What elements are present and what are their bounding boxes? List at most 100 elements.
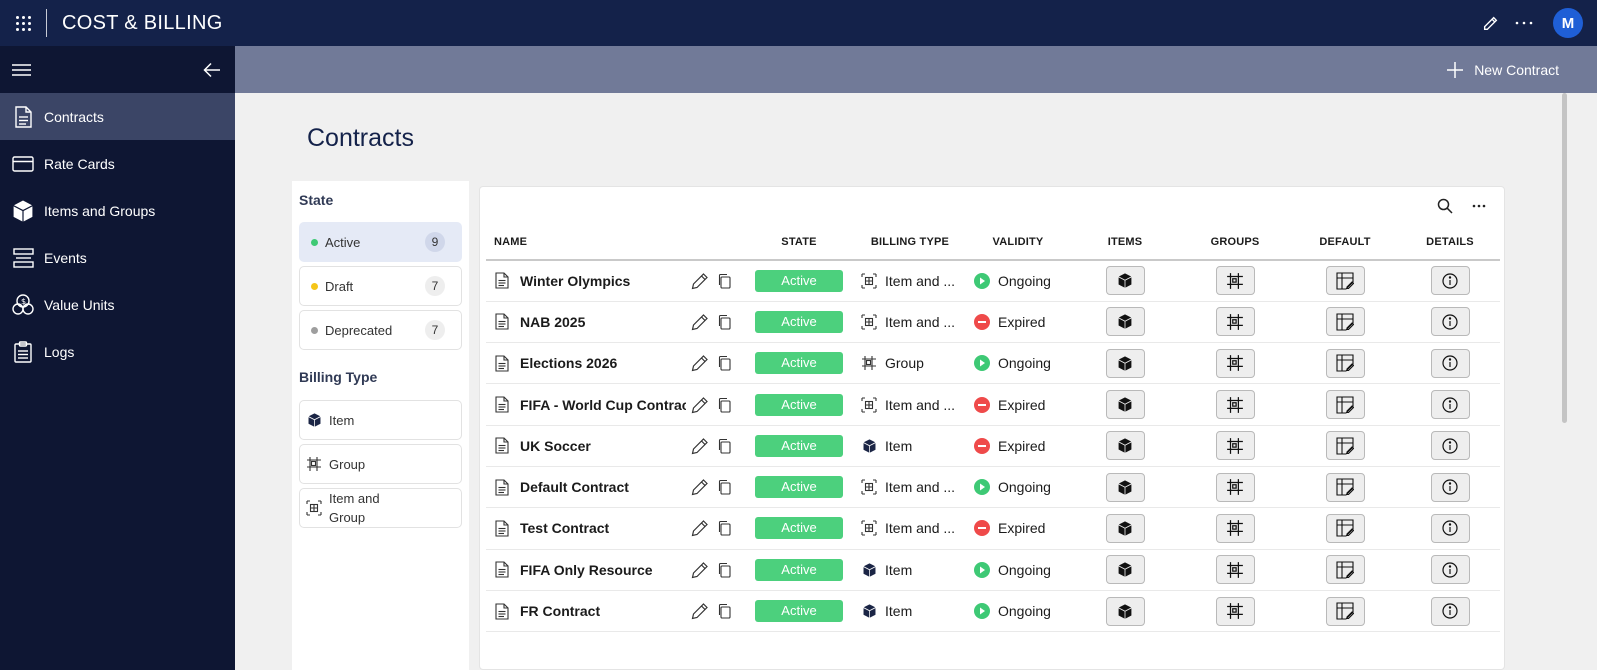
groups-button[interactable] <box>1215 348 1255 378</box>
sidebar-item-contracts[interactable]: Contracts <box>0 93 235 140</box>
copy-icon[interactable] <box>717 314 731 330</box>
column-header-name[interactable]: NAME <box>486 224 744 261</box>
contract-name[interactable]: Winter Olympics <box>520 272 631 289</box>
details-button[interactable] <box>1430 513 1470 543</box>
copy-icon[interactable] <box>717 603 731 619</box>
edit-pencil-icon[interactable] <box>691 561 709 579</box>
user-avatar[interactable]: M <box>1553 8 1583 38</box>
items-button[interactable] <box>1105 513 1145 543</box>
filter-billing-item[interactable]: Item <box>299 400 462 440</box>
more-options-icon[interactable] <box>1507 6 1541 40</box>
table-row[interactable]: FIFA Only Resource Active Item Ongoing <box>486 549 1500 591</box>
groups-button[interactable] <box>1215 390 1255 420</box>
details-button[interactable] <box>1430 596 1470 626</box>
column-header-validity[interactable]: VALIDITY <box>966 224 1070 261</box>
groups-button[interactable] <box>1215 431 1255 461</box>
edit-pencil-icon[interactable] <box>691 272 709 290</box>
default-button[interactable] <box>1325 596 1365 626</box>
edit-pencil-icon[interactable] <box>691 478 709 496</box>
contract-name[interactable]: NAB 2025 <box>520 313 586 330</box>
items-button[interactable] <box>1105 431 1145 461</box>
sidebar-item-rate-cards[interactable]: Rate Cards <box>0 140 235 187</box>
details-button[interactable] <box>1430 390 1470 420</box>
table-row[interactable]: UK Soccer Active Item Expired <box>486 425 1500 467</box>
details-button[interactable] <box>1430 307 1470 337</box>
items-button[interactable] <box>1105 596 1145 626</box>
groups-button[interactable] <box>1215 472 1255 502</box>
details-button[interactable] <box>1430 472 1470 502</box>
groups-button[interactable] <box>1215 266 1255 296</box>
details-button[interactable] <box>1430 348 1470 378</box>
collapse-sidebar-arrow-icon[interactable] <box>203 62 221 78</box>
table-row[interactable]: NAB 2025 Active Item and ... Expired <box>486 301 1500 344</box>
default-button[interactable] <box>1325 348 1365 378</box>
edit-pencil-icon[interactable] <box>691 313 709 331</box>
default-button[interactable] <box>1325 555 1365 585</box>
more-options-icon[interactable] <box>1462 189 1496 223</box>
group-icon <box>1226 354 1244 372</box>
details-button[interactable] <box>1430 431 1470 461</box>
copy-icon[interactable] <box>717 397 731 413</box>
table-row[interactable]: FR Contract Active Item Ongoing <box>486 590 1500 633</box>
copy-icon[interactable] <box>717 438 731 454</box>
filter-billing-group[interactable]: Group <box>299 444 462 484</box>
table-row[interactable]: Test Contract Active Item and ... Expired <box>486 507 1500 550</box>
default-button[interactable] <box>1325 307 1365 337</box>
default-button[interactable] <box>1325 431 1365 461</box>
hamburger-menu-icon[interactable] <box>12 63 31 76</box>
filter-state-draft[interactable]: Draft 7 <box>299 266 462 306</box>
edit-pencil-icon[interactable] <box>691 354 709 372</box>
table-row[interactable]: Elections 2026 Active Group Ongoing <box>486 342 1500 385</box>
contract-name[interactable]: FIFA - World Cup Contract <box>520 396 686 413</box>
sidebar-item-items-and-groups[interactable]: Items and Groups <box>0 187 235 234</box>
sidebar-item-events[interactable]: Events <box>0 234 235 281</box>
edit-pencil-icon[interactable] <box>691 519 709 537</box>
copy-icon[interactable] <box>717 562 731 578</box>
default-button[interactable] <box>1325 513 1365 543</box>
copy-icon[interactable] <box>717 479 731 495</box>
table-row[interactable]: FIFA - World Cup Contract Active Item and … <box>486 383 1500 426</box>
details-button[interactable] <box>1430 266 1470 296</box>
column-header-billing-type[interactable]: BILLING TYPE <box>854 224 966 261</box>
new-contract-button[interactable]: New Contract <box>1446 61 1559 79</box>
sidebar-item-logs[interactable]: Logs <box>0 328 235 375</box>
items-button[interactable] <box>1105 266 1145 296</box>
edit-pencil-icon[interactable] <box>691 396 709 414</box>
sidebar-item-value-units[interactable]: $ Value Units <box>0 281 235 328</box>
items-button[interactable] <box>1105 348 1145 378</box>
default-button[interactable] <box>1325 472 1365 502</box>
contract-name[interactable]: FIFA Only Resource <box>520 561 653 578</box>
details-button[interactable] <box>1430 555 1470 585</box>
groups-button[interactable] <box>1215 307 1255 337</box>
items-button[interactable] <box>1105 390 1145 420</box>
copy-icon[interactable] <box>717 273 731 289</box>
groups-button[interactable] <box>1215 596 1255 626</box>
groups-button[interactable] <box>1215 513 1255 543</box>
edit-pencil-icon[interactable] <box>691 602 709 620</box>
contract-name[interactable]: Default Contract <box>520 479 629 496</box>
default-button[interactable] <box>1325 390 1365 420</box>
filter-billing-item-and-group[interactable]: Item and Group <box>299 488 462 528</box>
contract-name[interactable]: Elections 2026 <box>520 355 618 372</box>
edit-page-icon[interactable] <box>1473 6 1507 40</box>
search-icon[interactable] <box>1428 189 1462 223</box>
edit-pencil-icon[interactable] <box>691 437 709 455</box>
table-row[interactable]: Winter Olympics Active Item and ... Ongoing <box>486 260 1500 302</box>
default-button[interactable] <box>1325 266 1365 296</box>
app-launcher-icon[interactable] <box>0 0 46 46</box>
contract-name[interactable]: Test Contract <box>520 520 610 537</box>
groups-button[interactable] <box>1215 555 1255 585</box>
contract-name[interactable]: FR Contract <box>520 603 601 620</box>
column-header-state[interactable]: STATE <box>744 224 854 261</box>
copy-icon[interactable] <box>717 355 731 371</box>
copy-icon[interactable] <box>717 520 731 536</box>
items-button[interactable] <box>1105 307 1145 337</box>
items-button[interactable] <box>1105 472 1145 502</box>
items-button[interactable] <box>1105 555 1145 585</box>
filter-state-active[interactable]: Active 9 <box>299 222 462 262</box>
page-scrollbar[interactable] <box>1562 93 1567 423</box>
contract-name[interactable]: UK Soccer <box>520 437 591 454</box>
table-row[interactable]: Default Contract Active Item and ... Ongoin… <box>486 466 1500 509</box>
group-icon <box>1226 602 1244 620</box>
filter-state-deprecated[interactable]: Deprecated 7 <box>299 310 462 350</box>
